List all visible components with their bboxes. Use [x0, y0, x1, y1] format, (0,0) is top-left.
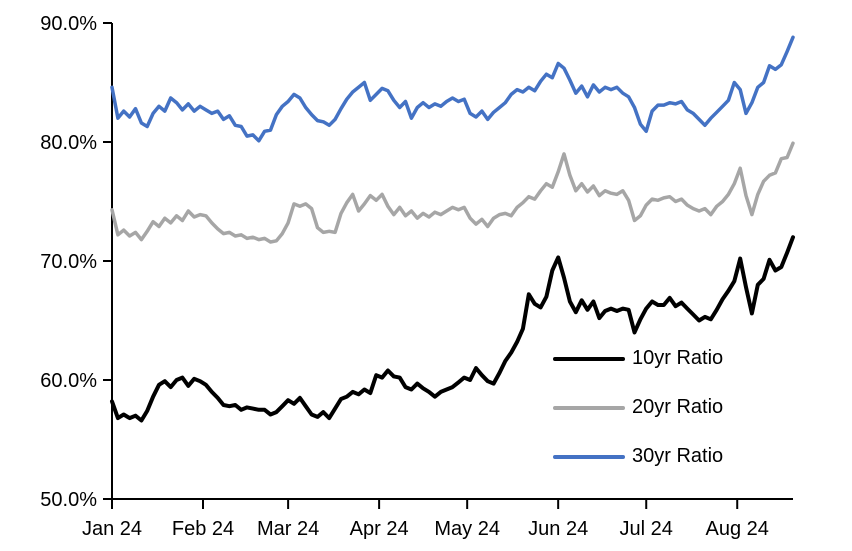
legend-label-20yr: 20yr Ratio: [632, 396, 724, 418]
y-axis-tick-label: 50.0%: [40, 489, 97, 511]
chart-legend: 10yr Ratio 20yr Ratio 30yr Ratio: [553, 347, 723, 468]
line-20yr-ratio: [110, 141, 795, 244]
x-axis-tick-label: Jul 24: [620, 518, 673, 540]
legend-label-30yr: 30yr Ratio: [632, 445, 724, 467]
x-axis-tick-label: Mar 24: [257, 518, 319, 540]
line-30yr-ratio: [110, 35, 795, 143]
y-axis-tick-label: 60.0%: [40, 370, 97, 392]
legend-swatch-30yr-line: [553, 454, 625, 459]
x-axis-tick-label: Apr 24: [350, 518, 409, 540]
x-axis-tick-label: Jan 24: [82, 518, 142, 540]
y-axis-tick-label: 90.0%: [40, 13, 97, 35]
legend-item-20yr-ratio: 20yr Ratio: [553, 396, 723, 419]
legend-label-10yr: 10yr Ratio: [632, 347, 724, 369]
legend-item-30yr-ratio: 30yr Ratio: [553, 445, 723, 468]
x-axis-tick-label: Aug 24: [706, 518, 769, 540]
x-axis-tick-label: Jun 24: [528, 518, 588, 540]
legend-item-10yr-ratio: 10yr Ratio: [553, 347, 723, 370]
y-axis-tick-label: 70.0%: [40, 251, 97, 273]
legend-swatch-20yr-line: [553, 405, 625, 410]
y-axis-tick-label: 80.0%: [40, 132, 97, 154]
x-axis-tick-label: Feb 24: [172, 518, 234, 540]
legend-swatch-10yr-line: [553, 356, 625, 361]
x-axis-tick-label: May 24: [434, 518, 500, 540]
line-10yr-ratio: [110, 235, 795, 423]
